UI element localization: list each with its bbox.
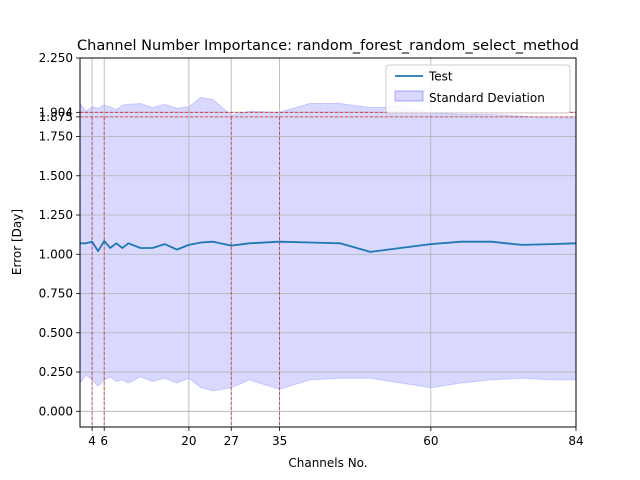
y-tick-label: 0.750 [39,287,73,301]
y-tick-label: 1.000 [39,247,73,261]
y-tick-label: 1.750 [39,130,73,144]
legend-std-swatch [394,90,424,102]
y-tick-label: 1.250 [39,208,73,222]
x-tick-label: 35 [272,434,287,448]
grid-layer [80,57,577,427]
x-axis-label: Channels No. [288,456,367,470]
axes-frame [79,57,577,428]
y-tick-label: 1.904 [39,105,73,119]
legend-box [385,64,571,114]
x-tick-label: 6 [100,434,108,448]
x-tick-label: 84 [568,434,583,448]
test-series-line [80,239,577,253]
std-band-layer [79,96,577,392]
y-tick-label: 1.500 [39,169,73,183]
chart-title: Channel Number Importance: random_forest… [77,38,579,54]
y-tick-label: 0.000 [39,404,73,418]
x-tick-label: 27 [224,434,239,448]
y-tick-label: 2.250 [39,51,73,65]
y-tick-label: 0.500 [39,326,73,340]
series-line-layer [80,239,577,253]
x-tick-label: 20 [181,434,196,448]
y-tick-label: 0.250 [39,365,73,379]
legend-std-label: Standard Deviation [429,91,545,105]
legend-test-label: Test [428,70,453,84]
x-tick-label: 4 [88,434,96,448]
legend: Test Standard Deviation [385,64,571,114]
x-axis-ticks: 4 6 20 27 35 60 84 [88,427,584,448]
reference-lines-layer [80,111,576,427]
y-tick-label: 1.875 [39,110,73,124]
x-tick-label: 60 [423,434,438,448]
std-band-area [79,96,577,392]
y-axis-label: Error [Day] [10,209,24,275]
y-axis-ticks: 0.000 0.250 0.500 0.750 1.000 1.250 1.500 1.750… [39,51,80,418]
